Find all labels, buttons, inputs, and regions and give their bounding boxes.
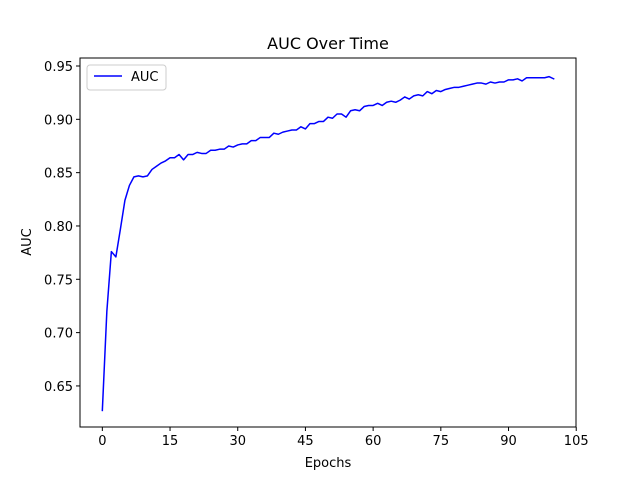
y-axis-label: AUC <box>20 228 35 256</box>
y-tick-label: 0.65 <box>44 380 73 395</box>
y-tick-label: 0.80 <box>44 220 73 235</box>
x-axis-ticks: 0 15 30 45 60 75 90 105 <box>98 427 589 449</box>
y-tick-label: 0.85 <box>44 167 73 182</box>
x-axis-label: Epochs <box>305 456 352 471</box>
x-tick-label: 0 <box>98 434 106 449</box>
legend-box <box>86 64 167 91</box>
plot-area <box>101 75 555 412</box>
x-tick-label: 60 <box>365 434 382 449</box>
chart-title: AUC Over Time <box>267 34 389 53</box>
x-tick-label: 30 <box>229 434 246 449</box>
legend: AUC <box>86 64 167 91</box>
x-tick-label: 105 <box>564 434 589 449</box>
y-tick-label: 0.75 <box>44 273 73 288</box>
series-line-auc <box>101 75 555 412</box>
y-tick-label: 0.70 <box>44 327 73 342</box>
x-tick-label: 45 <box>297 434 314 449</box>
y-axis-ticks: 0.65 0.70 0.75 0.80 0.85 0.90 0.95 <box>44 60 80 395</box>
x-tick-label: 90 <box>500 434 517 449</box>
x-tick-label: 15 <box>162 434 179 449</box>
legend-label-auc: AUC <box>131 70 159 85</box>
y-tick-label: 0.90 <box>44 113 73 128</box>
axes-frame <box>79 57 577 428</box>
y-tick-label: 0.95 <box>44 60 73 75</box>
x-tick-label: 75 <box>433 434 450 449</box>
